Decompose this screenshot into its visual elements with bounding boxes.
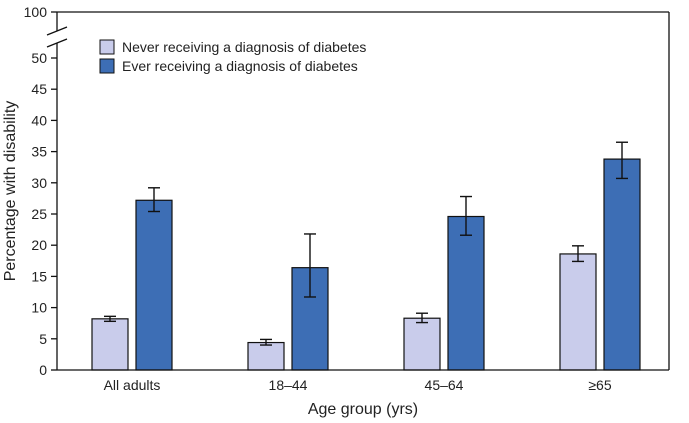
error-bar-ever-3 [616,141,628,180]
plot-frame [56,11,670,371]
bar-never-1 [247,341,285,371]
y-tick-label: 15 [31,268,47,284]
y-tick-label: 25 [31,206,47,222]
legend-label-ever: Ever receiving a diagnosis of diabetes [122,58,358,74]
error-bar-never-2 [416,312,428,324]
bar-ever-2 [447,215,485,371]
y-tick-label: 20 [31,237,47,253]
error-bar-ever-2 [460,195,472,236]
bar-ever-0 [135,199,173,371]
y-axis-title: Percentage with disability [2,101,19,282]
bar-never-0 [91,318,129,371]
y-axis-break [46,26,68,48]
error-bar-never-3 [572,245,584,263]
x-tick-label: 45–64 [425,377,464,393]
y-tick-label: 0 [39,362,47,378]
bar-never-2 [403,317,441,371]
y-tick-label: 100 [24,4,48,20]
legend-label-never: Never receiving a diagnosis of diabetes [122,39,366,55]
legend: Never receiving a diagnosis of diabetes E… [99,39,366,74]
x-tick-label: ≥65 [588,377,611,393]
x-tick-label: All adults [104,377,161,393]
y-tick-label: 30 [31,175,47,191]
error-bar-ever-0 [148,187,160,213]
error-bar-never-0 [104,315,116,323]
bar-never-3 [559,253,597,371]
y-tick-label: 40 [31,112,47,128]
bars-layer [91,158,641,371]
x-axis-title: Age group (yrs) [308,401,418,418]
error-bar-never-1 [260,338,272,346]
axes-layer: All adults 18–44 45–64 ≥65 0 5 10 15 20 25 30 35 40 4… [24,4,670,393]
y-tick-label: 35 [31,144,47,160]
y-tick-label: 5 [39,331,47,347]
bar-ever-3 [603,158,641,371]
error-bars-layer [104,141,628,346]
legend-swatch-never [99,39,115,55]
x-tick-label: 18–44 [269,377,308,393]
y-tick-label: 50 [31,50,47,66]
legend-swatch-ever [99,58,115,74]
y-tick-label: 45 [31,81,47,97]
y-tick-label: 10 [31,300,47,316]
error-bar-ever-1 [304,233,316,298]
